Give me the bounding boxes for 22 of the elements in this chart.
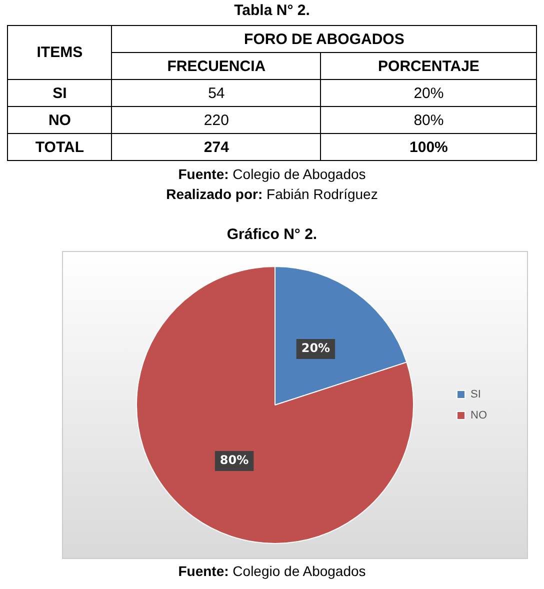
source-note: Fuente: Colegio de Abogados xyxy=(177,562,367,581)
legend-label: NO xyxy=(470,410,488,422)
text: Realizado por: Fabián Rodríguez xyxy=(165,185,379,204)
text: 80% xyxy=(320,106,536,134)
text: 20% xyxy=(320,80,536,106)
text: Tabla N° 2. xyxy=(233,1,311,21)
chart-title: Gráfico N° 2. xyxy=(226,225,318,243)
text: FORO DE ABOGADOS xyxy=(112,26,536,52)
text: 274 xyxy=(112,134,321,160)
text: FRECUENCIA xyxy=(112,52,321,80)
text: PORCENTAJE xyxy=(320,52,536,80)
text: 220 xyxy=(112,106,321,134)
text: 54 xyxy=(112,80,321,106)
data-label: 80% xyxy=(220,453,249,468)
text: TOTAL xyxy=(8,134,112,160)
data-label: 20% xyxy=(301,341,330,356)
legend-label: SI xyxy=(470,388,481,401)
text: NO xyxy=(8,106,112,134)
source-note: Fuente: Colegio de Abogados xyxy=(177,165,367,184)
text: SI xyxy=(8,80,112,106)
text: 100% xyxy=(320,134,536,160)
text: ITEMS xyxy=(8,26,112,80)
